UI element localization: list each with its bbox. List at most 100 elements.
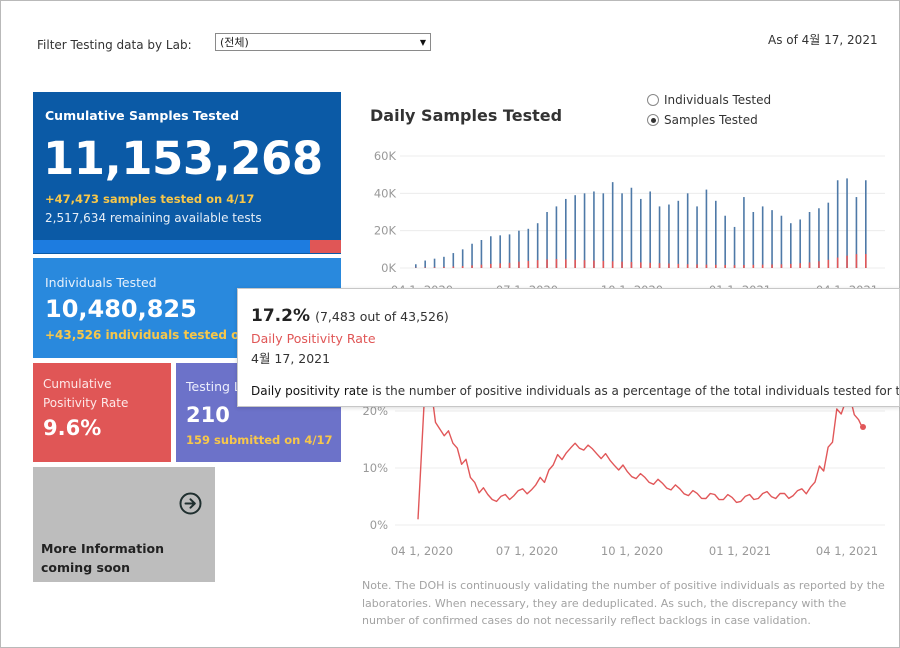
line-x-tick-label: 07 1, 2020 <box>496 544 558 558</box>
remaining-tests: 2,517,634 remaining available tests <box>45 211 262 225</box>
daily-positivity-line-chart[interactable]: 0% 10% 20% 04 1, 2020 07 1, 2020 10 1, 2020 01… <box>362 353 885 558</box>
positive-bar <box>611 261 614 268</box>
positive-bar <box>827 259 830 268</box>
positivity-value: 9.6% <box>43 416 102 440</box>
samples-bar <box>855 197 858 268</box>
cumulative-samples-card: Cumulative Samples Tested 11,153,268 +47… <box>33 92 341 254</box>
samples-bar <box>490 236 492 268</box>
samples-bar <box>808 212 811 268</box>
samples-bar <box>630 187 633 268</box>
samples-bar <box>433 258 436 268</box>
positive-bar <box>565 259 567 268</box>
tests-usage-bar <box>33 240 341 253</box>
positive-bar <box>424 267 426 268</box>
positive-bar <box>658 263 661 268</box>
samples-bar <box>658 206 661 268</box>
positive-bar <box>677 263 680 268</box>
radio-button-individuals[interactable] <box>647 94 659 106</box>
more-info-line1: More Information <box>41 541 164 556</box>
positive-bar <box>752 264 755 268</box>
lab-filter-select[interactable]: (전체) ▼ <box>215 33 431 51</box>
samples-bar <box>593 191 595 268</box>
more-info-card[interactable]: More Information coming soon <box>33 467 215 582</box>
positive-bar <box>546 259 548 268</box>
positive-bar <box>471 265 473 268</box>
tooltip-date: 4월 17, 2021 <box>251 351 331 366</box>
chart-title: Daily Samples Tested <box>370 106 563 125</box>
positive-bar <box>490 263 492 268</box>
samples-bar <box>471 243 473 268</box>
metric-radio-group: Individuals Tested Samples Tested <box>647 90 771 130</box>
lab-filter-value: (전체) <box>220 36 249 49</box>
samples-bar <box>602 193 605 268</box>
positive-bar <box>743 265 745 268</box>
positive-bar <box>724 265 726 268</box>
individuals-today: +43,526 individuals tested on 4/17 <box>45 328 282 342</box>
positive-bar <box>696 264 698 268</box>
samples-bar <box>555 206 558 268</box>
radio-button-samples[interactable] <box>647 114 659 126</box>
individuals-value: 10,480,825 <box>45 295 197 323</box>
tooltip-desc-term: Daily positivity rate <box>251 384 369 398</box>
bar-y-tick-label: 20K <box>374 224 397 238</box>
positive-bar <box>649 262 651 268</box>
positive-bar <box>499 263 501 268</box>
samples-bar <box>583 193 586 268</box>
tooltip-label: Daily Positivity Rate <box>251 331 376 346</box>
line-y-tick-label: 10% <box>362 461 388 475</box>
samples-bar <box>499 235 501 268</box>
radio-samples-tested[interactable]: Samples Tested <box>647 110 771 130</box>
samples-bar <box>827 202 830 268</box>
tooltip-detail: (7,483 out of 43,526) <box>315 309 449 324</box>
samples-bar <box>668 204 670 268</box>
line-x-tick-label: 01 1, 2021 <box>709 544 771 558</box>
samples-bar <box>780 215 783 268</box>
samples-bar <box>818 208 820 268</box>
positive-bar <box>536 260 539 268</box>
positive-bar <box>461 266 464 268</box>
cumulative-samples-value: 11,153,268 <box>43 132 323 185</box>
positivity-rate-card: Cumulative Positivity Rate 9.6% <box>33 363 171 462</box>
positive-bar <box>640 262 642 268</box>
samples-bar <box>799 219 801 268</box>
positive-bar <box>630 262 633 268</box>
samples-bar <box>480 240 483 268</box>
samples-bar <box>546 212 548 268</box>
individuals-title: Individuals Tested <box>45 275 157 290</box>
samples-bar <box>415 264 417 268</box>
positivity-line <box>417 353 864 520</box>
samples-bar <box>611 182 614 268</box>
positive-bar <box>771 264 773 268</box>
samples-bar <box>743 197 745 268</box>
bar-y-tick-label: 0K <box>381 261 396 275</box>
positive-bar <box>733 265 736 268</box>
samples-bar <box>771 210 773 268</box>
arrow-right-circle-icon[interactable] <box>179 492 202 515</box>
positive-bar <box>818 261 820 268</box>
radio-samples-label: Samples Tested <box>664 113 758 127</box>
samples-bar <box>461 249 464 268</box>
samples-bar <box>696 206 698 268</box>
samples-bar <box>649 191 651 268</box>
positive-bar <box>583 260 586 268</box>
radio-individuals-tested[interactable]: Individuals Tested <box>647 90 771 110</box>
samples-bar <box>677 200 680 268</box>
samples-bar <box>536 223 539 268</box>
samples-bar <box>836 180 839 268</box>
positive-bar <box>686 264 689 268</box>
positive-bar <box>443 266 445 268</box>
positive-bar <box>433 267 436 268</box>
samples-bar <box>790 223 792 268</box>
line-y-tick-label: 0% <box>370 518 388 532</box>
samples-bar <box>621 193 623 268</box>
positive-bar <box>621 261 623 268</box>
tests-remaining-segment <box>310 240 341 253</box>
positive-bar <box>846 255 848 268</box>
samples-bar <box>508 234 511 268</box>
positivity-tooltip: 17.2% (7,483 out of 43,526) Daily Positi… <box>237 288 900 407</box>
labs-submitted: 159 submitted on 4/17 <box>186 433 333 447</box>
positive-bar <box>518 261 520 268</box>
tooltip-headline: 17.2% (7,483 out of 43,526) <box>251 306 449 326</box>
samples-bar <box>752 212 755 268</box>
